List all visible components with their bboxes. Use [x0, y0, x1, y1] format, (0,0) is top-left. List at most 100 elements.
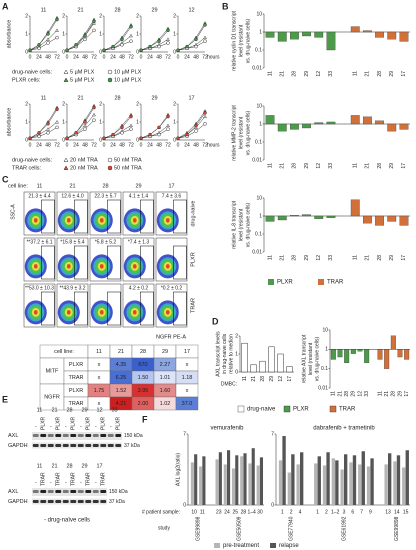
gate [107, 199, 121, 234]
data-point [203, 39, 207, 43]
bar [340, 469, 344, 505]
series-line [140, 42, 169, 51]
lane-group-label: 17 [96, 463, 102, 469]
band [40, 490, 47, 493]
series-line [140, 30, 169, 51]
y-tick-label: 2 [62, 101, 65, 107]
data-point [166, 37, 170, 41]
percentage: 21.3 ± 4.4 [28, 193, 50, 199]
x-tick-label: 12 [316, 255, 322, 261]
table-cell-text: 1.60 [160, 388, 171, 394]
lane-label: PLXR [101, 417, 107, 430]
bar [387, 123, 397, 132]
gate [107, 245, 121, 280]
x-tick-label: 28 [391, 391, 397, 397]
x-tick-label: 11 [353, 163, 359, 168]
blot-background [32, 488, 107, 496]
axis-label: NGFR PE-A [156, 334, 186, 340]
series-line [29, 37, 58, 51]
column-label: 17 [168, 183, 174, 189]
data-point [166, 127, 170, 131]
y-axis-label: vs. drug-naive cells) [314, 336, 320, 381]
study-label: GSE99898 [196, 516, 202, 541]
table-row-header: TRAR [69, 375, 84, 381]
x-tick-label: 21 [365, 71, 371, 77]
y-tick-label: 2 [99, 13, 102, 19]
patient-label: 3 [343, 509, 346, 515]
x-tick-label: 0 [140, 142, 143, 148]
lane-label: TRAR [71, 472, 77, 486]
x-axis-unit: hours [207, 142, 220, 148]
bar [302, 123, 311, 129]
series-line [103, 128, 132, 139]
bar [364, 349, 370, 363]
x-tick-label: 11 [331, 391, 337, 396]
density [132, 218, 137, 223]
data-point [203, 111, 207, 115]
table-cell-text: x [98, 401, 101, 407]
table-cell-text: x [186, 388, 189, 394]
band [115, 444, 122, 447]
legend-label: 10 µM PLX [114, 77, 142, 83]
band [55, 500, 62, 503]
patient-label: 2 [325, 509, 328, 515]
column-label: 11 [37, 183, 43, 189]
y-tick-label: 2 [173, 101, 176, 107]
chart-title: 28 [114, 95, 120, 101]
data-point [157, 132, 161, 137]
data-point [203, 35, 207, 40]
y-axis-label: relative IL-8 transcript [231, 200, 237, 249]
data-point [185, 132, 189, 137]
bar [202, 456, 206, 505]
legend-label: TRAR [327, 280, 344, 286]
y-tick-label: 0.01 [252, 157, 262, 163]
bar [314, 463, 318, 505]
y-tick-label: 0.1 [321, 366, 328, 372]
x-tick-label: 0 [29, 54, 32, 60]
bar [388, 453, 392, 505]
data-point [139, 136, 143, 140]
series-line [140, 116, 169, 139]
x-tick-label: 21 [280, 163, 286, 169]
lane-label: - [50, 479, 52, 485]
series-line [177, 24, 206, 51]
y-axis-label: relative MMP-2 transcript [231, 105, 237, 161]
legend-label: relapse [279, 543, 299, 549]
data-point [102, 136, 106, 140]
lane-group-label: 12 [96, 407, 102, 413]
x-tick-label: 48 [193, 54, 199, 60]
y-tick-label: 0.01 [252, 249, 262, 255]
table-row-header: MITF [46, 368, 59, 374]
band [77, 434, 84, 437]
series-line [29, 109, 58, 139]
legend-label: TRAR [339, 407, 356, 413]
x-tick-label: 24 [110, 54, 116, 60]
bar [326, 31, 336, 51]
patient-label: 24 [224, 509, 230, 515]
band [77, 500, 84, 503]
table-header: cell line: [54, 349, 74, 355]
legend-label: 20 nM TRA [70, 165, 98, 171]
percentage: *15.8 ± 5.4 [60, 239, 84, 245]
table-cell-text: x [186, 362, 189, 368]
bar [287, 472, 292, 505]
bar [363, 30, 372, 33]
lane-group-label: 21 [51, 407, 57, 413]
bar [243, 453, 247, 505]
x-tick-label: 72 [128, 142, 134, 148]
x-tick-label: 28 [292, 71, 298, 77]
data-point [203, 114, 207, 119]
legend-label: PLXR [277, 280, 293, 286]
y-tick-label: 1 [62, 31, 65, 37]
legend-label: PLXR cells: [12, 77, 41, 83]
legend-label: 5 µM PLX [70, 69, 95, 75]
series-line [29, 121, 58, 139]
table-cell-text: 1.50 [138, 375, 149, 381]
x-tick-label: 72 [165, 54, 171, 60]
bar [250, 364, 257, 373]
table-cell-text: x [98, 375, 101, 381]
blot-background [32, 498, 107, 505]
data-point [46, 127, 50, 131]
series-line [140, 28, 169, 51]
